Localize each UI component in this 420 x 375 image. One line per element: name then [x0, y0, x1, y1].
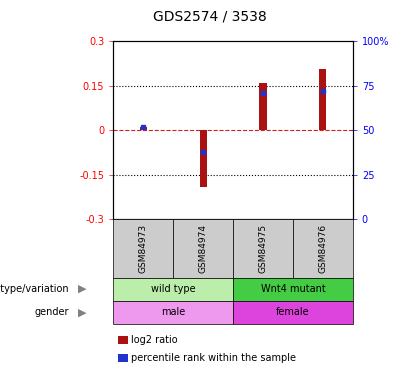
- Text: ▶: ▶: [78, 284, 86, 294]
- Text: GSM84975: GSM84975: [259, 224, 268, 273]
- Bar: [319, 69, 326, 130]
- Bar: [140, 127, 147, 130]
- Text: ▶: ▶: [78, 308, 86, 317]
- Text: percentile rank within the sample: percentile rank within the sample: [131, 353, 297, 363]
- Text: female: female: [276, 308, 310, 317]
- Text: GSM84976: GSM84976: [318, 224, 327, 273]
- Text: wild type: wild type: [151, 284, 196, 294]
- Text: GSM84974: GSM84974: [199, 224, 207, 273]
- Text: GDS2574 / 3538: GDS2574 / 3538: [153, 10, 267, 24]
- Text: genotype/variation: genotype/variation: [0, 284, 69, 294]
- Text: male: male: [161, 308, 185, 317]
- Text: log2 ratio: log2 ratio: [131, 335, 178, 345]
- Bar: [260, 83, 267, 130]
- Text: GSM84973: GSM84973: [139, 224, 148, 273]
- Text: gender: gender: [35, 308, 69, 317]
- Bar: [200, 130, 207, 187]
- Text: Wnt4 mutant: Wnt4 mutant: [260, 284, 326, 294]
